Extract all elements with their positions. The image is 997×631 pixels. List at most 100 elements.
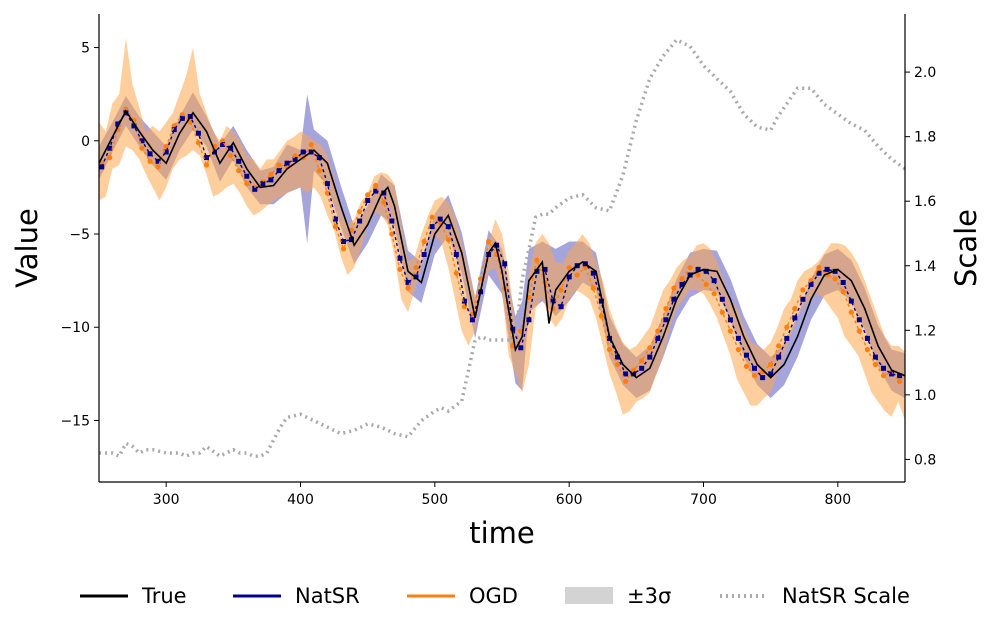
natsr-point (300, 149, 306, 155)
ogd-point (590, 285, 596, 291)
y2-tick-label: 1.4 (914, 259, 936, 275)
y2-tick-label: 0.8 (914, 452, 936, 468)
x-tick-label: 300 (153, 492, 180, 508)
natsr-point (284, 160, 290, 166)
natsr-point (864, 335, 870, 341)
x-tick-label: 800 (824, 492, 851, 508)
x-tick-label: 400 (287, 492, 314, 508)
ogd-point (792, 306, 798, 312)
y2-tick-label: 1.8 (914, 130, 936, 146)
legend-label-natsr: NatSR (295, 584, 360, 608)
natsr-point (115, 121, 121, 127)
y-tick-label: 5 (81, 41, 90, 57)
natsr-point (365, 198, 371, 203)
y2-tick-label: 1.0 (914, 388, 936, 404)
natsr-point (316, 155, 322, 161)
ogd-point (365, 192, 371, 198)
ogd-point (534, 257, 540, 263)
natsr-point (461, 298, 467, 304)
true-line (99, 109, 905, 379)
natsr-point (276, 168, 282, 174)
y-tick-label: 0 (81, 134, 90, 150)
y2-tick-label: 2.0 (914, 65, 936, 81)
ogd-line (101, 107, 901, 383)
y2-axis-label: Scale (949, 209, 983, 287)
natsr-point (542, 266, 548, 272)
natsr-point (727, 317, 733, 323)
natsr-point (872, 354, 878, 360)
natsr-point (566, 274, 572, 280)
natsr-point (123, 110, 129, 116)
natsr-point (155, 158, 161, 164)
legend-label-ogd: OGD (469, 584, 518, 608)
axes-layer: 300 400 500 600 700 800 5 0 −5 −10 −15 2.0 1.8 1.6 1.4… (60, 14, 936, 508)
natsr-point (768, 371, 774, 377)
line-layer (99, 107, 905, 383)
natsr-point (703, 268, 709, 274)
ogd-point (332, 224, 338, 230)
ogd-point (784, 324, 790, 330)
ogd-point (276, 162, 282, 168)
ogd-point (598, 313, 605, 319)
natsr-point (332, 216, 338, 222)
natsr-point (526, 317, 532, 323)
scale-line (99, 37, 905, 459)
ogd-point (840, 289, 846, 295)
y2-tick-label: 1.2 (914, 323, 936, 339)
natsr-point (397, 255, 403, 261)
natsr-point (848, 298, 854, 304)
natsr-point (204, 155, 209, 161)
ogd-point (421, 238, 427, 245)
natsr-point (324, 181, 330, 187)
ogd-point (405, 285, 411, 291)
natsr-point (252, 186, 258, 192)
natsr-point (453, 252, 459, 257)
natsr-point (405, 280, 411, 285)
ogd-point (719, 309, 725, 315)
y-axis-label: Value (10, 208, 44, 288)
natsr-point (268, 177, 274, 183)
y-tick-label: −10 (60, 320, 90, 336)
natsr-point (171, 127, 177, 133)
natsr-point (752, 365, 757, 371)
ogd-point (897, 378, 903, 384)
x-tick-label: 600 (556, 492, 583, 508)
y-tick-label: −15 (60, 413, 90, 429)
natsr-point (679, 281, 685, 287)
natsr-point (889, 371, 895, 377)
x-axis-label: time (469, 516, 535, 550)
natsr-point (163, 149, 169, 155)
natsr-point (147, 151, 153, 157)
ogd-point (727, 328, 734, 334)
legend-label-true: True (141, 584, 187, 608)
band-1 (99, 38, 905, 421)
natsr-point (445, 224, 451, 230)
natsr-point (131, 123, 137, 129)
legend: True NatSR OGD ±3σ NatSR Scale (80, 584, 910, 608)
natsr-point (711, 278, 717, 284)
ogd-point (453, 270, 459, 276)
legend-label-scale: NatSR Scale (782, 584, 910, 608)
x-tick-label: 500 (421, 492, 448, 508)
natsr-point (655, 335, 661, 341)
natsr-point (824, 266, 830, 272)
ogd-point (203, 162, 210, 168)
scale-layer (99, 37, 905, 459)
natsr-point (195, 130, 201, 136)
ogd-point (856, 328, 862, 334)
ogd-point (445, 237, 451, 243)
bands-layer (99, 38, 905, 421)
natsr-line (101, 111, 900, 379)
ogd-point (324, 190, 330, 196)
natsr-point (792, 315, 798, 321)
ogd-point (195, 140, 201, 146)
ogd-point (848, 309, 854, 315)
natsr-point (558, 304, 564, 310)
ogd-point (340, 246, 347, 252)
x-tick-label: 700 (690, 492, 717, 508)
natsr-point (502, 261, 508, 267)
natsr-point (341, 239, 346, 244)
natsr-point (776, 354, 782, 360)
natsr-point (590, 270, 596, 276)
